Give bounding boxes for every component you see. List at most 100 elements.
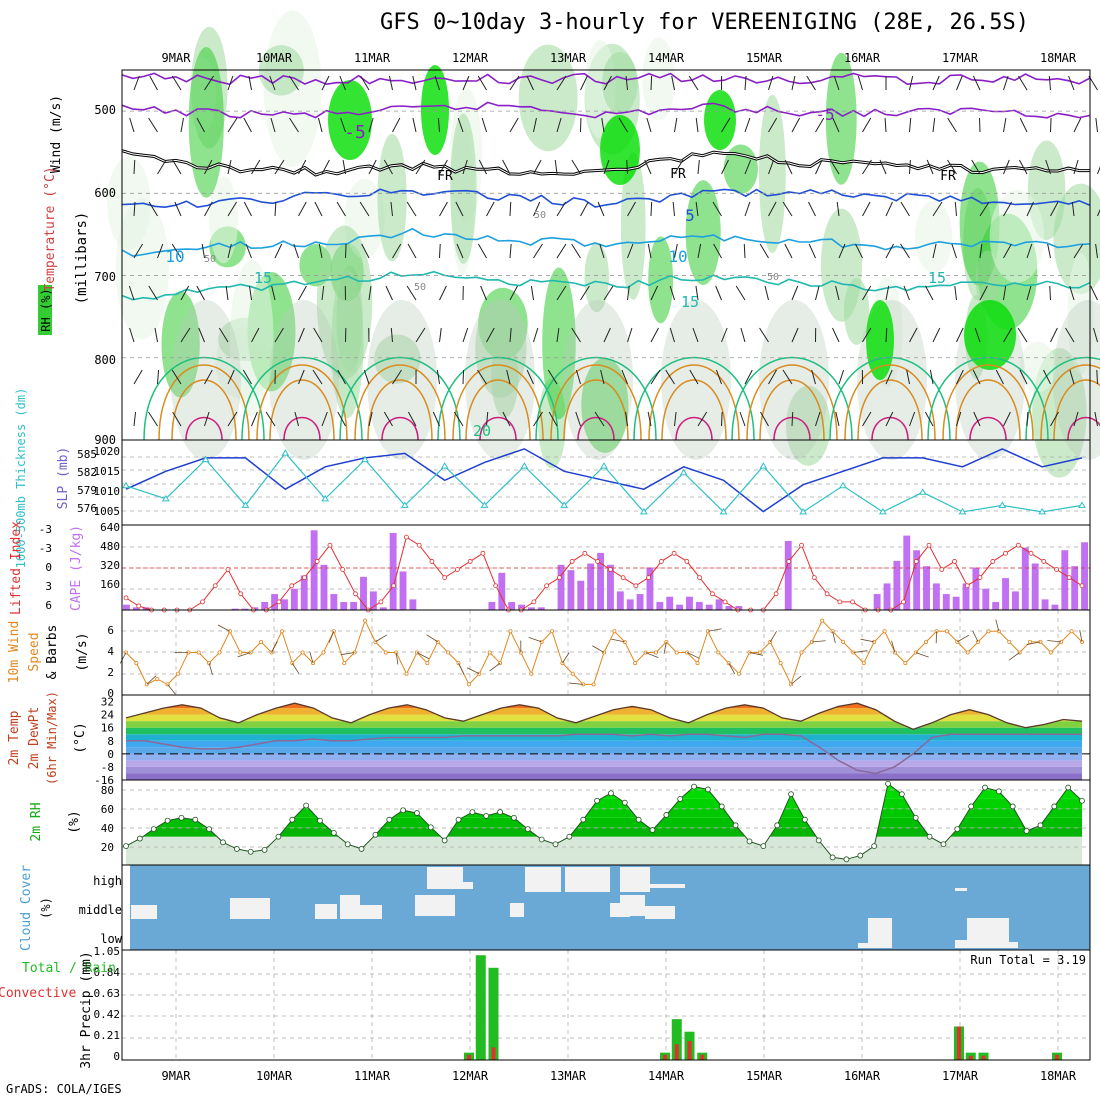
wind-barb <box>1026 411 1029 427</box>
wind-barb <box>862 159 872 175</box>
wind-barb <box>974 327 981 343</box>
wind-barb <box>603 285 614 301</box>
wind-barb <box>956 327 964 343</box>
cape-bar <box>518 604 525 610</box>
wind-barb <box>740 327 746 343</box>
wind-barb <box>462 369 465 385</box>
upper-tick: 900 <box>94 433 116 447</box>
cape-bar <box>962 583 970 610</box>
wind-barb <box>954 285 957 301</box>
wind-barb <box>832 117 840 133</box>
wind-barb <box>744 117 751 133</box>
thickness-line-point <box>878 507 887 515</box>
isotherm-warm <box>479 416 517 441</box>
wind-barb <box>342 159 346 175</box>
temp-tick: 24 <box>101 709 115 722</box>
isotherm-FR-inner <box>121 150 1090 176</box>
wind-barb <box>133 75 140 91</box>
wind-barb <box>1018 75 1028 91</box>
rh-shade <box>602 51 638 115</box>
wind-barb <box>744 159 752 175</box>
wind10-line-point <box>321 650 326 655</box>
thickness-line-point <box>480 501 489 508</box>
ylabel-precip-total: Total / Rain <box>22 961 116 976</box>
lifted-index-line-point <box>544 583 550 589</box>
cape-bar <box>1041 599 1049 610</box>
wind-barb <box>274 159 285 175</box>
wind-barb <box>321 411 328 427</box>
wind-barb <box>744 75 747 91</box>
wind-barb <box>862 201 871 217</box>
lifted-index-line-point <box>850 599 855 605</box>
thickness-line-point <box>998 501 1007 508</box>
lifted-index-line-point <box>404 534 409 540</box>
lifted-index-line-point <box>289 583 295 589</box>
wind-barb <box>554 159 558 175</box>
rh2m-point <box>178 814 185 821</box>
wind-barb <box>743 243 746 259</box>
rh-shade <box>820 208 862 322</box>
wind-barb <box>509 201 512 217</box>
date-label-top: 10MAR <box>256 51 293 65</box>
contour-label: FR <box>940 169 956 184</box>
wind-barb <box>768 75 774 91</box>
wind-barb <box>759 243 769 259</box>
wind-barb <box>298 369 305 385</box>
ylabel-cloud-units: (%) <box>39 897 53 919</box>
lifted-index-line-point <box>837 599 843 605</box>
cape-bar <box>399 571 407 610</box>
rh2m-point <box>635 816 642 823</box>
wind-barb <box>502 159 511 175</box>
ylabel-wind10-barbs: & Barbs <box>45 625 60 680</box>
wind-barb <box>1026 285 1032 301</box>
wind-barb <box>885 243 894 259</box>
cloud-block <box>665 884 685 888</box>
wind10-barb <box>957 634 970 643</box>
cape-bar <box>231 608 239 610</box>
lifted-index-line-point <box>607 567 613 572</box>
wind-barb <box>768 369 777 385</box>
wind-barb <box>218 327 229 343</box>
cape-tick: 640 <box>100 521 120 534</box>
wind10-barb <box>811 640 826 643</box>
date-label-top: 14MAR <box>648 51 685 65</box>
rh-shade <box>188 47 224 198</box>
precip-conv-bar <box>700 1054 705 1060</box>
cape-bar <box>261 602 269 610</box>
cape-bar <box>725 606 733 610</box>
rh2m-point <box>524 826 531 833</box>
isotherm-warm <box>563 379 629 441</box>
rh2m-point <box>164 817 171 824</box>
wind-barb <box>270 117 276 133</box>
lifted-index-line-point <box>901 599 906 605</box>
wind-barb <box>580 201 589 217</box>
rh2m-point <box>358 846 365 852</box>
wind-barb <box>947 117 957 133</box>
rh2m-point <box>1079 797 1085 804</box>
cape-bar <box>557 564 565 610</box>
ylabel-wind10: 10m Wind <box>7 621 22 684</box>
wind10-barb <box>237 652 251 658</box>
contour-label: 20 <box>473 422 491 440</box>
upper-tick: 700 <box>94 270 116 284</box>
wind-barb <box>477 243 487 259</box>
thick-tick: 576 <box>77 502 97 515</box>
rh2m-point <box>1051 803 1058 810</box>
wind-barb <box>1065 327 1075 343</box>
wind-barb <box>245 243 252 259</box>
wind-barb <box>298 201 307 217</box>
thickness-line-point <box>1038 507 1047 515</box>
rh2m-point <box>746 838 753 845</box>
precip-conv-bar <box>1055 1054 1059 1060</box>
date-label-bottom: 12MAR <box>452 1069 489 1083</box>
wind-barb <box>1073 243 1084 259</box>
thick-tick: 585 <box>77 448 97 461</box>
wind-barb <box>1095 117 1098 133</box>
thickness-line-point <box>839 481 847 489</box>
lifted-index-line-point <box>136 603 142 609</box>
cape-bar <box>281 599 288 610</box>
temp-tick: -16 <box>94 774 114 787</box>
wind10-barb <box>728 662 736 675</box>
contour-label: 10 <box>668 247 687 266</box>
rh2m-point <box>1009 803 1016 810</box>
